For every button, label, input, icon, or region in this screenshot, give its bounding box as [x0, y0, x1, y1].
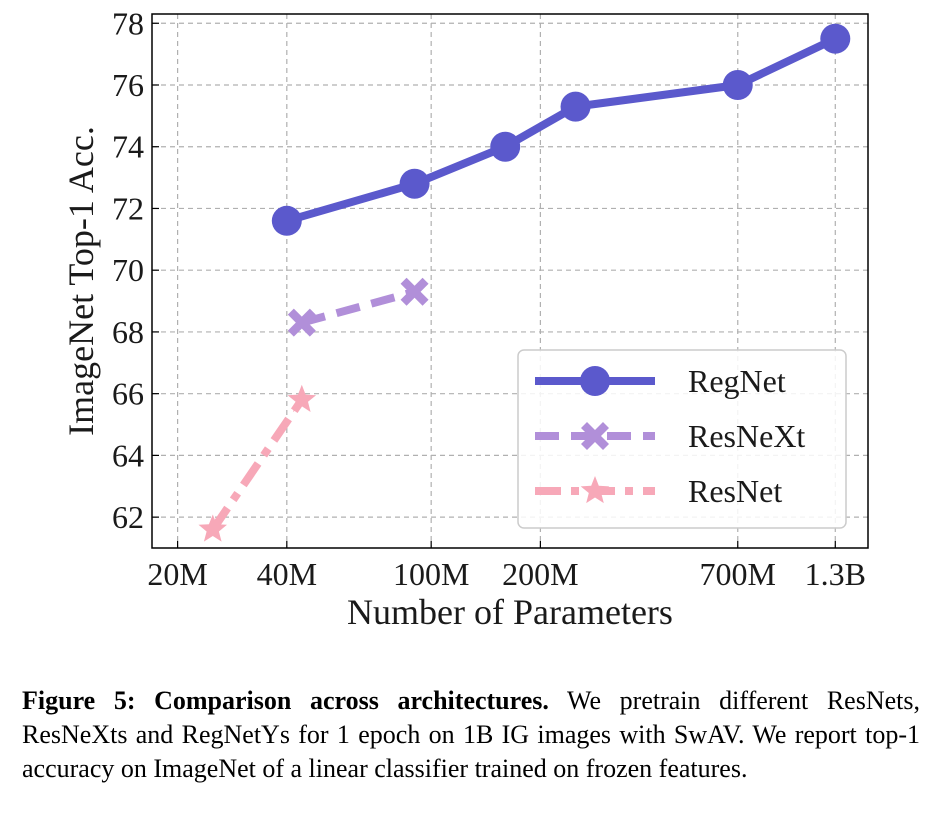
- series-lines: [209, 35, 838, 532]
- legend-label-regnet: RegNet: [688, 363, 786, 399]
- data-point-regnet: [722, 69, 753, 100]
- data-point-resnet: [198, 514, 227, 542]
- y-axis-label: ImageNet Top-1 Acc.: [61, 126, 101, 436]
- legend: RegNet ResNeXt ResNet: [517, 349, 847, 529]
- x-tick-label: 700M: [700, 556, 776, 592]
- series-line-resnet: [209, 397, 306, 532]
- ticks: 20M 40M 100M 200M 700M 1.3B 62 64 66 68 70 72 74 76 78: [112, 5, 866, 592]
- legend-label-resnet: ResNet: [688, 473, 782, 509]
- data-point-resnext: [287, 308, 316, 337]
- caption-title: Comparison across architectures.: [154, 686, 549, 715]
- data-point-regnet: [399, 168, 430, 199]
- series-line-resnext: [300, 287, 416, 327]
- data-point-regnet: [271, 205, 302, 236]
- legend-label-resnext: ResNeXt: [688, 418, 805, 454]
- y-tick-label: 78: [112, 5, 144, 41]
- plot-frame: [151, 13, 869, 549]
- data-point-resnext: [400, 277, 429, 306]
- legend-marker-resnet: [580, 476, 610, 504]
- x-tick-label: 100M: [393, 556, 469, 592]
- caption-label: Figure 5:: [22, 686, 136, 715]
- y-tick-label: 64: [112, 437, 144, 473]
- y-tick-label: 74: [112, 129, 144, 165]
- y-tick-label: 70: [112, 252, 144, 288]
- legend-marker-resnext: [581, 422, 609, 450]
- line-chart: 20M 40M 100M 200M 700M 1.3B 62 64 66 68 70 72 74 76 78…: [61, 5, 869, 632]
- y-tick-label: 68: [112, 314, 144, 350]
- data-point-regnet: [820, 23, 851, 54]
- y-tick-label: 72: [112, 190, 144, 226]
- x-tick-label: 200M: [502, 556, 578, 592]
- y-tick-label: 76: [112, 67, 144, 103]
- y-tick-label: 62: [112, 499, 144, 535]
- data-point-regnet: [560, 91, 591, 122]
- legend-marker-regnet: [580, 366, 610, 396]
- x-axis-label: Number of Parameters: [347, 592, 673, 632]
- y-tick-label: 66: [112, 376, 144, 412]
- data-point-resnet: [287, 384, 317, 412]
- x-tick-label: 40M: [257, 556, 317, 592]
- x-tick-label: 20M: [147, 556, 207, 592]
- figure-caption: Figure 5: Comparison across architecture…: [22, 684, 920, 786]
- x-tick-label: 1.3B: [805, 556, 866, 592]
- caption-text: We pretrain different ResNets, ResNeXts …: [22, 686, 920, 783]
- series-markers: [198, 23, 851, 542]
- series-line-regnet: [285, 35, 838, 225]
- data-point-regnet: [490, 131, 521, 162]
